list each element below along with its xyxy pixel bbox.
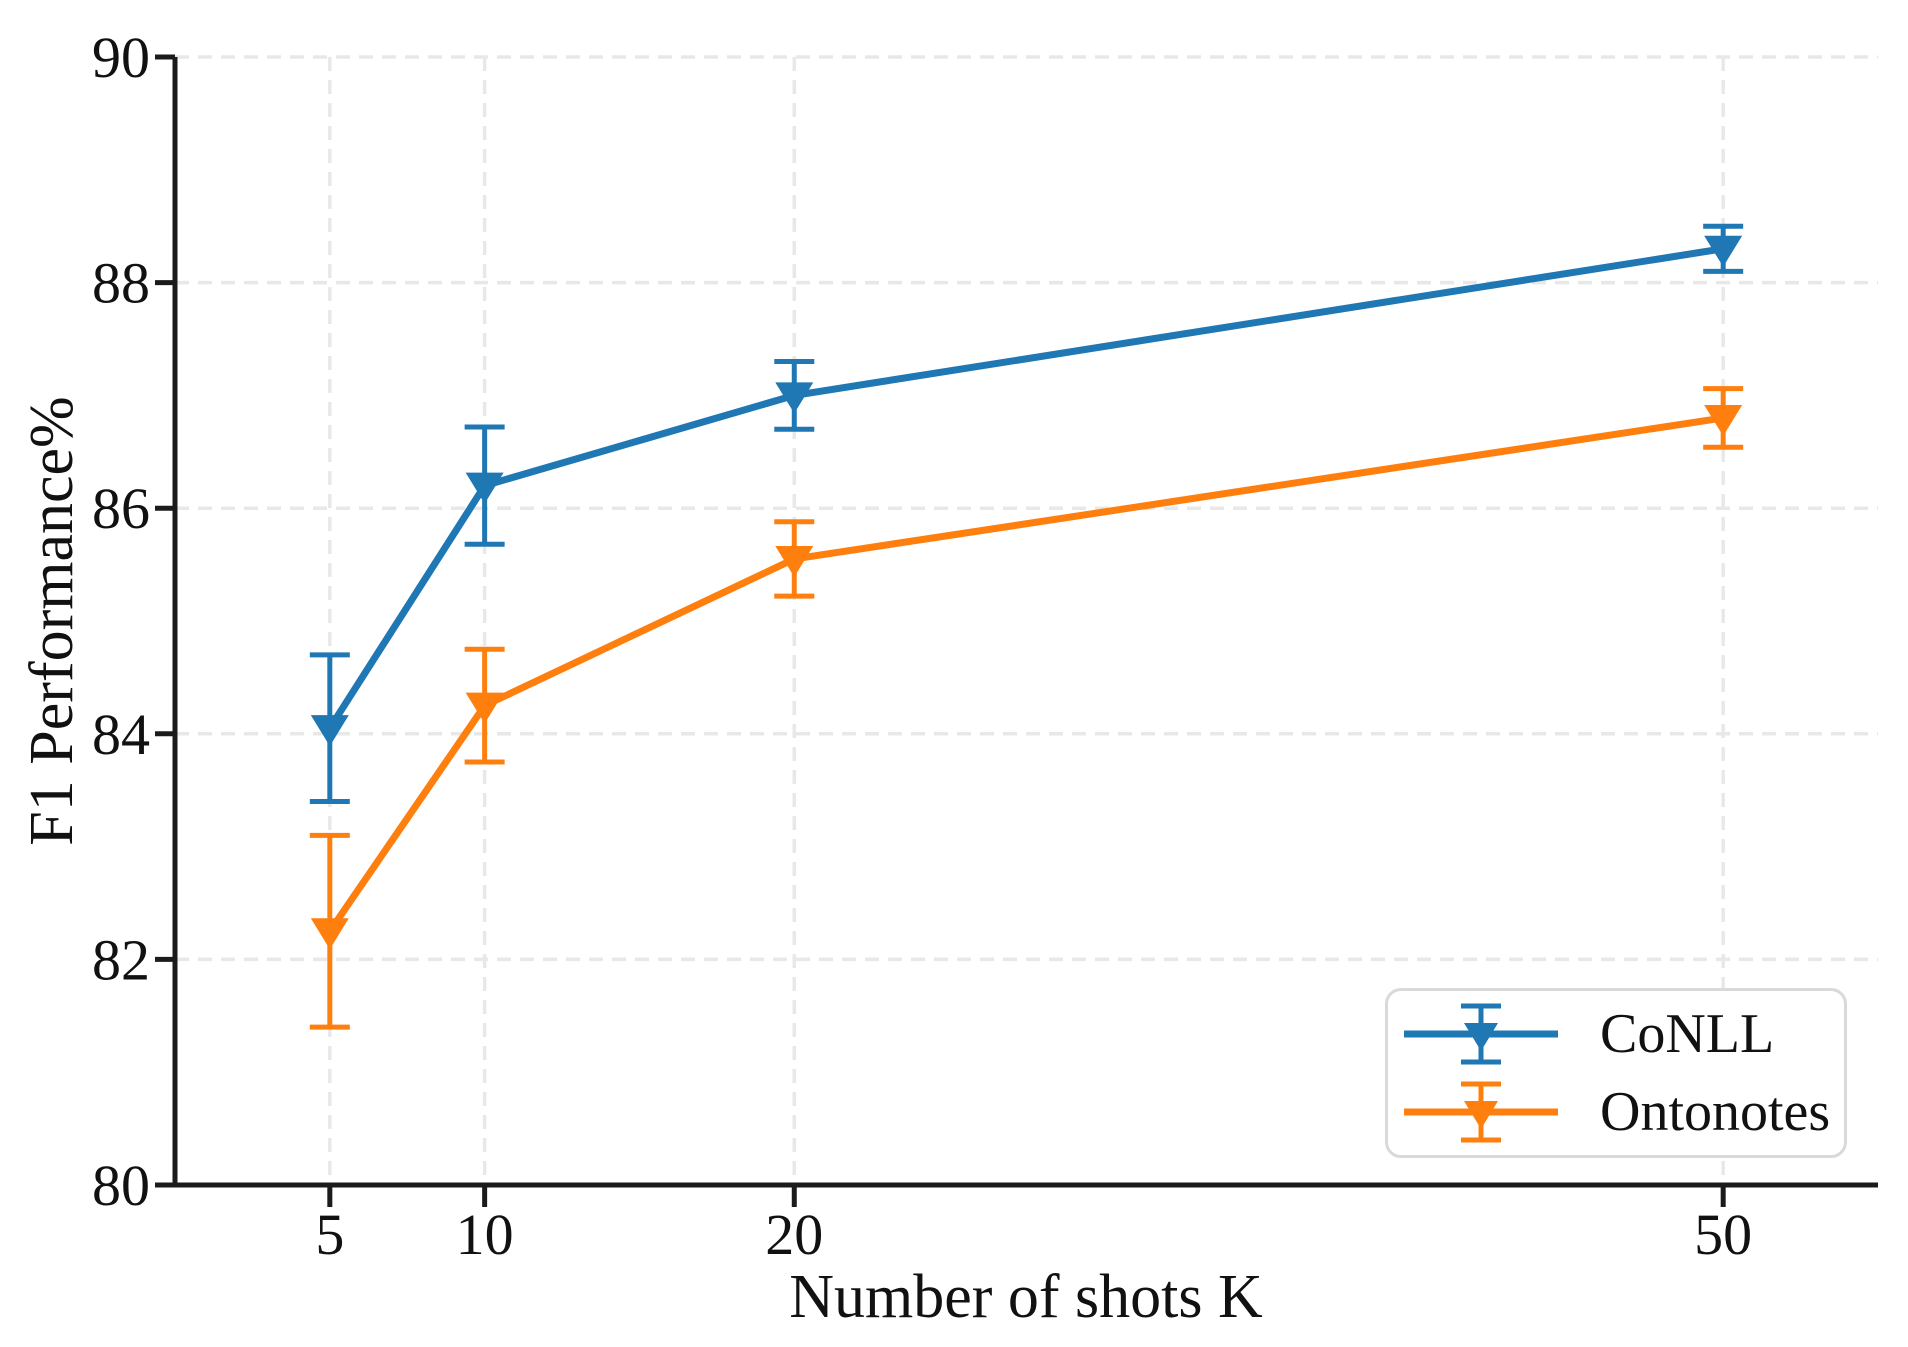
legend-marker-triangle-down-icon [1464, 1023, 1498, 1051]
legend-entry-ontonotes: Ontonotes [1396, 1073, 1844, 1151]
legend-marker-triangle-down-icon [1464, 1101, 1498, 1129]
y-tick-label: 90 [92, 25, 150, 90]
marker-triangle-down-icon [465, 692, 504, 724]
series-line [326, 414, 1727, 935]
y-tick-label: 82 [92, 927, 150, 992]
series-line [326, 245, 1727, 732]
errorbar-line-glyph-icon [1404, 1081, 1558, 1143]
marker-triangle-down-icon [1704, 404, 1743, 436]
axes: 5 10 20 50 80 82 84 86 88 90 [92, 25, 1878, 1267]
legend-label-ontonotes: Ontonotes [1600, 1081, 1831, 1143]
y-tick-label: 88 [92, 251, 150, 316]
marker-triangle-down-icon [310, 715, 349, 747]
marker-triangle-down-icon [775, 382, 814, 414]
x-tick-label: 50 [1694, 1202, 1752, 1267]
marker-triangle-down-icon [775, 545, 814, 577]
marker-triangle-down-icon [1704, 235, 1743, 267]
y-tick-label: 80 [92, 1153, 150, 1218]
marker-triangle-down-icon [465, 472, 504, 504]
legend: CoNLL Ontonotes [1385, 988, 1847, 1158]
x-tick-label: 20 [765, 1202, 823, 1267]
x-axis-label: Number of shots K [789, 1263, 1263, 1331]
x-tick-label: 10 [456, 1202, 514, 1267]
series-conll [309, 223, 1744, 804]
y-axis-label: F1 Performance% [18, 396, 86, 846]
y-tick-label: 86 [92, 476, 150, 541]
marker-triangle-down-icon [310, 918, 349, 950]
legend-label-conll: CoNLL [1600, 1003, 1775, 1065]
y-tick-label: 84 [92, 702, 150, 767]
legend-entry-conll: CoNLL [1396, 995, 1844, 1073]
series-ontonotes [309, 386, 1744, 1030]
x-tick-label: 5 [315, 1202, 344, 1267]
errorbar-line-glyph-icon [1404, 1003, 1558, 1065]
